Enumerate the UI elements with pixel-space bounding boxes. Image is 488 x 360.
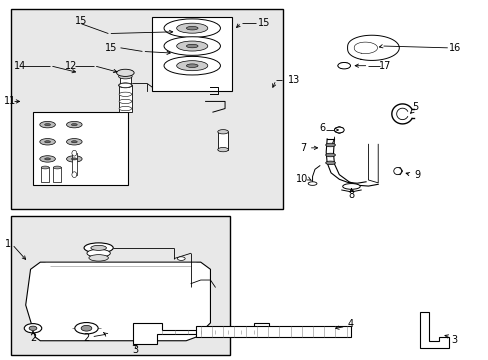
Text: 12: 12 bbox=[64, 61, 77, 71]
Ellipse shape bbox=[40, 156, 55, 162]
Ellipse shape bbox=[119, 83, 131, 87]
Bar bbox=[152, 18, 232, 91]
Ellipse shape bbox=[81, 325, 92, 331]
Ellipse shape bbox=[119, 99, 131, 104]
Text: 16: 16 bbox=[448, 43, 460, 53]
Bar bbox=[11, 216, 229, 355]
Ellipse shape bbox=[91, 246, 106, 250]
Text: 3: 3 bbox=[450, 335, 456, 345]
Ellipse shape bbox=[72, 172, 77, 177]
Ellipse shape bbox=[44, 141, 50, 143]
Polygon shape bbox=[419, 312, 448, 348]
Text: 3: 3 bbox=[132, 345, 138, 355]
Ellipse shape bbox=[44, 158, 50, 160]
Text: 9: 9 bbox=[413, 170, 419, 180]
Text: 15: 15 bbox=[75, 16, 88, 26]
Bar bbox=[33, 112, 127, 185]
Polygon shape bbox=[337, 63, 350, 68]
Ellipse shape bbox=[119, 92, 131, 96]
Polygon shape bbox=[26, 262, 210, 341]
Ellipse shape bbox=[334, 127, 344, 133]
Ellipse shape bbox=[40, 121, 55, 128]
Ellipse shape bbox=[29, 326, 37, 330]
Text: 2: 2 bbox=[83, 333, 89, 343]
Ellipse shape bbox=[217, 130, 228, 134]
Bar bbox=[72, 153, 77, 175]
Ellipse shape bbox=[307, 182, 316, 185]
Ellipse shape bbox=[118, 83, 132, 88]
Text: 17: 17 bbox=[379, 61, 391, 71]
Ellipse shape bbox=[177, 257, 185, 260]
Ellipse shape bbox=[71, 141, 77, 143]
Text: 14: 14 bbox=[14, 61, 26, 71]
Ellipse shape bbox=[186, 64, 198, 67]
Ellipse shape bbox=[325, 153, 335, 157]
Ellipse shape bbox=[337, 63, 350, 69]
Bar bbox=[217, 132, 228, 150]
Polygon shape bbox=[334, 126, 343, 134]
Ellipse shape bbox=[41, 166, 49, 169]
Ellipse shape bbox=[89, 255, 108, 261]
Text: 13: 13 bbox=[287, 75, 300, 85]
Ellipse shape bbox=[163, 57, 220, 75]
Ellipse shape bbox=[71, 158, 77, 160]
Ellipse shape bbox=[325, 143, 335, 147]
Ellipse shape bbox=[342, 184, 360, 189]
Ellipse shape bbox=[176, 23, 207, 33]
Ellipse shape bbox=[66, 156, 82, 162]
Ellipse shape bbox=[24, 324, 41, 333]
Ellipse shape bbox=[84, 243, 113, 253]
Ellipse shape bbox=[118, 74, 132, 79]
Ellipse shape bbox=[163, 37, 220, 55]
Bar bbox=[11, 9, 283, 208]
Ellipse shape bbox=[325, 161, 335, 165]
Ellipse shape bbox=[71, 123, 77, 126]
Ellipse shape bbox=[44, 123, 50, 126]
Text: 6: 6 bbox=[319, 123, 325, 133]
Ellipse shape bbox=[87, 249, 110, 257]
Ellipse shape bbox=[176, 61, 207, 71]
Ellipse shape bbox=[217, 148, 228, 152]
Ellipse shape bbox=[119, 107, 131, 111]
Text: 2: 2 bbox=[30, 333, 36, 343]
Ellipse shape bbox=[393, 167, 401, 175]
Ellipse shape bbox=[53, 166, 61, 169]
Ellipse shape bbox=[66, 121, 82, 128]
Text: 8: 8 bbox=[347, 190, 354, 200]
Bar bbox=[119, 85, 131, 112]
Text: 11: 11 bbox=[4, 96, 16, 107]
Polygon shape bbox=[347, 35, 399, 60]
Text: 4: 4 bbox=[346, 319, 353, 329]
Ellipse shape bbox=[72, 150, 77, 156]
Text: 1: 1 bbox=[5, 239, 11, 249]
Text: 7: 7 bbox=[299, 143, 305, 153]
Bar bbox=[119, 76, 131, 85]
Bar bbox=[196, 327, 351, 337]
Bar bbox=[41, 167, 49, 182]
Text: 15: 15 bbox=[257, 18, 269, 28]
Polygon shape bbox=[132, 323, 268, 344]
Ellipse shape bbox=[116, 69, 134, 76]
Ellipse shape bbox=[66, 139, 82, 145]
Ellipse shape bbox=[186, 26, 198, 30]
Text: 15: 15 bbox=[104, 43, 117, 53]
Ellipse shape bbox=[40, 139, 55, 145]
Text: 5: 5 bbox=[412, 103, 418, 112]
Ellipse shape bbox=[176, 41, 207, 51]
Bar bbox=[53, 167, 61, 182]
Ellipse shape bbox=[186, 44, 198, 48]
Text: 10: 10 bbox=[295, 174, 307, 184]
Ellipse shape bbox=[163, 19, 220, 37]
Ellipse shape bbox=[75, 323, 98, 334]
